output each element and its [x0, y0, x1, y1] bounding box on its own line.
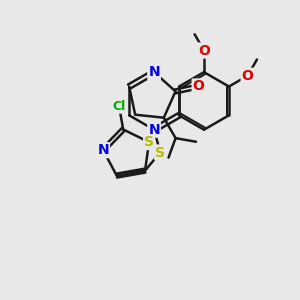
Text: S: S	[144, 135, 154, 149]
Text: O: O	[242, 69, 254, 83]
Text: N: N	[148, 65, 160, 79]
Text: Cl: Cl	[112, 100, 126, 113]
Text: O: O	[193, 80, 205, 94]
Text: N: N	[98, 143, 109, 157]
Text: N: N	[148, 123, 160, 137]
Text: S: S	[155, 146, 165, 160]
Text: O: O	[198, 44, 210, 58]
